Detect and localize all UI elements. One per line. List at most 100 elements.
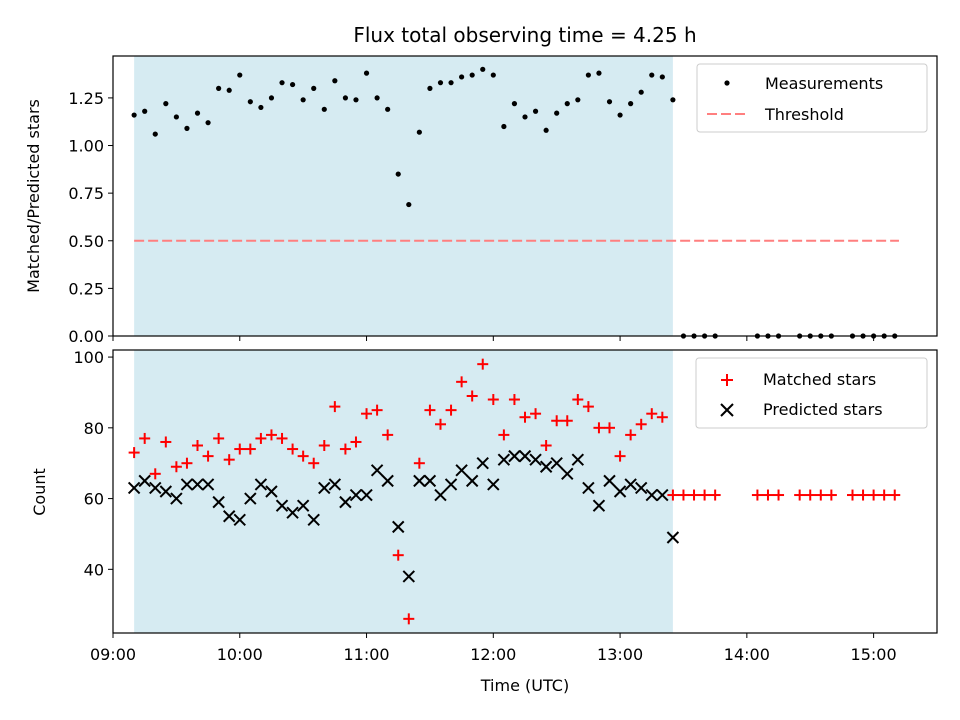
predicted-star-point bbox=[487, 478, 500, 491]
measurement-point bbox=[268, 95, 275, 101]
matched-star-point bbox=[361, 408, 373, 420]
predicted-star-point bbox=[328, 478, 342, 491]
predicted-star-point bbox=[212, 495, 225, 509]
matched-star-point bbox=[456, 376, 468, 388]
x-tick-label: 11:00 bbox=[343, 645, 389, 664]
matched-star-point bbox=[181, 457, 193, 469]
matched-star-point bbox=[287, 443, 299, 455]
predicted-star-point bbox=[561, 467, 574, 481]
bottom-y-ticks: 40 60 80 100 bbox=[73, 348, 113, 579]
top-y-tick-label: 1.25 bbox=[68, 89, 104, 108]
measurement-point bbox=[163, 101, 169, 107]
matched-stars-points bbox=[128, 358, 901, 625]
predicted-star-point bbox=[444, 478, 458, 491]
measurement-point bbox=[490, 72, 496, 78]
top-legend-box bbox=[696, 63, 928, 133]
measurement-point bbox=[564, 101, 570, 107]
matched-star-point bbox=[255, 432, 267, 444]
matched-star-point bbox=[699, 489, 711, 501]
predicted-star-point bbox=[497, 453, 511, 466]
bottom-y-tick-label: 40 bbox=[84, 560, 104, 579]
matched-star-point bbox=[192, 440, 204, 452]
measurement-point bbox=[469, 72, 475, 78]
matched-star-point bbox=[424, 404, 436, 416]
predicted-star-point bbox=[582, 481, 595, 495]
observing-span-top bbox=[134, 56, 673, 336]
matched-star-point bbox=[308, 457, 320, 469]
predicted-star-point bbox=[413, 474, 426, 488]
top-legend: Measurements Threshold bbox=[696, 63, 928, 133]
matched-star-point bbox=[139, 432, 151, 444]
matched-star-point bbox=[709, 489, 721, 501]
measurement-point bbox=[205, 120, 211, 126]
predicted-star-point bbox=[318, 481, 331, 495]
matched-star-point bbox=[128, 447, 140, 459]
chart-title: Flux total observing time = 4.25 h bbox=[353, 23, 696, 47]
legend-threshold-label: Threshold bbox=[764, 105, 844, 124]
measurement-point bbox=[184, 125, 190, 131]
matched-star-point bbox=[508, 394, 520, 406]
predicted-star-point bbox=[138, 474, 151, 488]
matched-star-point bbox=[244, 443, 256, 455]
measurement-point bbox=[237, 72, 243, 78]
matched-star-point bbox=[297, 450, 309, 462]
measurement-point bbox=[311, 85, 317, 91]
matched-star-point bbox=[773, 489, 785, 501]
predicted-star-point bbox=[550, 456, 563, 470]
top-x-ticks bbox=[112, 336, 875, 341]
predicted-star-point bbox=[180, 478, 194, 491]
predicted-star-point bbox=[349, 488, 363, 502]
matched-star-point bbox=[339, 443, 351, 455]
measurement-point bbox=[374, 95, 380, 101]
matched-star-point bbox=[434, 418, 446, 430]
predicted-stars-points bbox=[127, 449, 680, 583]
bottom-legend: Matched stars Predicted stars bbox=[695, 357, 928, 429]
predicted-star-point bbox=[571, 453, 585, 466]
matched-star-point bbox=[815, 489, 827, 501]
measurement-point bbox=[585, 72, 591, 78]
matched-star-point bbox=[889, 489, 901, 501]
predicted-star-point bbox=[666, 531, 680, 544]
measurement-point bbox=[321, 106, 327, 112]
measurement-point bbox=[480, 66, 486, 72]
matched-star-point bbox=[794, 489, 806, 501]
measurement-point bbox=[300, 97, 306, 103]
top-y-tick-label: 0.75 bbox=[68, 184, 104, 203]
matched-star-point bbox=[751, 489, 763, 501]
predicted-star-point bbox=[392, 520, 405, 534]
predicted-star-point bbox=[434, 488, 447, 502]
predicted-star-point bbox=[286, 506, 299, 519]
measurement-point bbox=[152, 131, 158, 137]
top-axes-frame bbox=[112, 55, 938, 337]
legend-matched-marker bbox=[721, 374, 733, 386]
matched-star-point bbox=[604, 422, 616, 434]
matched-star-point bbox=[318, 440, 330, 452]
measurement-point bbox=[649, 72, 655, 78]
legend-predicted-marker bbox=[720, 403, 734, 417]
measurement-point bbox=[501, 123, 507, 130]
measurement-point bbox=[289, 81, 296, 88]
measurement-point bbox=[363, 70, 370, 76]
measurement-point bbox=[606, 99, 613, 105]
matched-star-point bbox=[477, 358, 489, 370]
predicted-star-point bbox=[307, 513, 320, 527]
matched-star-point bbox=[382, 429, 394, 441]
matched-star-point bbox=[466, 390, 478, 402]
measurement-point bbox=[596, 70, 602, 76]
predicted-star-point bbox=[508, 449, 521, 463]
matched-star-point bbox=[635, 418, 647, 430]
legend-predicted-label: Predicted stars bbox=[763, 400, 883, 419]
top-y-tick-label: 0.25 bbox=[68, 279, 104, 298]
measurement-point bbox=[511, 101, 518, 107]
matched-star-point bbox=[551, 415, 563, 427]
measurement-point bbox=[173, 114, 179, 120]
predicted-star-point bbox=[634, 481, 648, 495]
matched-star-point bbox=[667, 489, 679, 501]
measurement-point bbox=[416, 129, 422, 135]
matched-star-point bbox=[519, 411, 531, 423]
matched-star-point bbox=[276, 432, 288, 444]
measurement-point bbox=[342, 95, 349, 101]
measurement-point bbox=[194, 110, 201, 116]
measurement-point bbox=[226, 87, 232, 93]
measurement-point bbox=[459, 74, 465, 80]
